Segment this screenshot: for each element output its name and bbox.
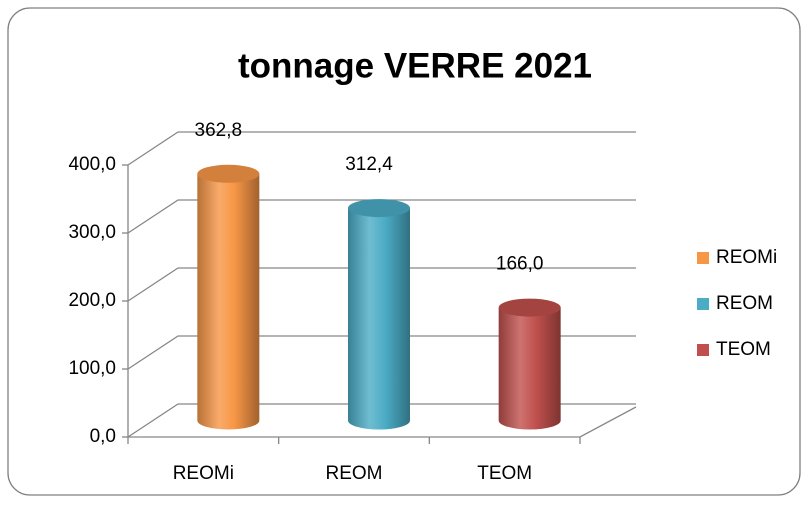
legend-label: TEOM: [716, 339, 771, 360]
grid-line: [127, 403, 636, 438]
legend-swatch: [697, 344, 709, 356]
grid-line: [127, 131, 636, 166]
x-tick-label: REOM: [326, 463, 383, 484]
grid-line: [127, 199, 636, 234]
x-tick-label: REOMi: [173, 463, 234, 484]
y-tick-label: 200,0: [68, 290, 116, 311]
y-tick-label: 300,0: [68, 222, 116, 243]
y-tick-label: 0,0: [90, 426, 116, 447]
grid-line: [127, 335, 636, 370]
bar: [348, 208, 410, 430]
legend-swatch: [697, 252, 709, 264]
bar-top: [498, 298, 561, 317]
grid-line: [127, 267, 636, 302]
data-label: 312,4: [345, 154, 393, 175]
bar: [498, 307, 561, 430]
data-label: 166,0: [496, 254, 544, 275]
legend-swatch: [697, 298, 709, 310]
data-label: 362,8: [195, 120, 243, 141]
bar-top: [348, 199, 410, 218]
legend-label: REOM: [716, 293, 773, 314]
y-tick-label: 100,0: [68, 358, 116, 379]
y-tick-label: 400,0: [68, 154, 116, 175]
legend-label: REOMi: [716, 247, 777, 268]
bar: [197, 173, 260, 430]
chart-title: tonnage VERRE 2021: [238, 46, 592, 85]
x-tick-label: TEOM: [477, 463, 532, 484]
bar-top: [197, 164, 260, 183]
